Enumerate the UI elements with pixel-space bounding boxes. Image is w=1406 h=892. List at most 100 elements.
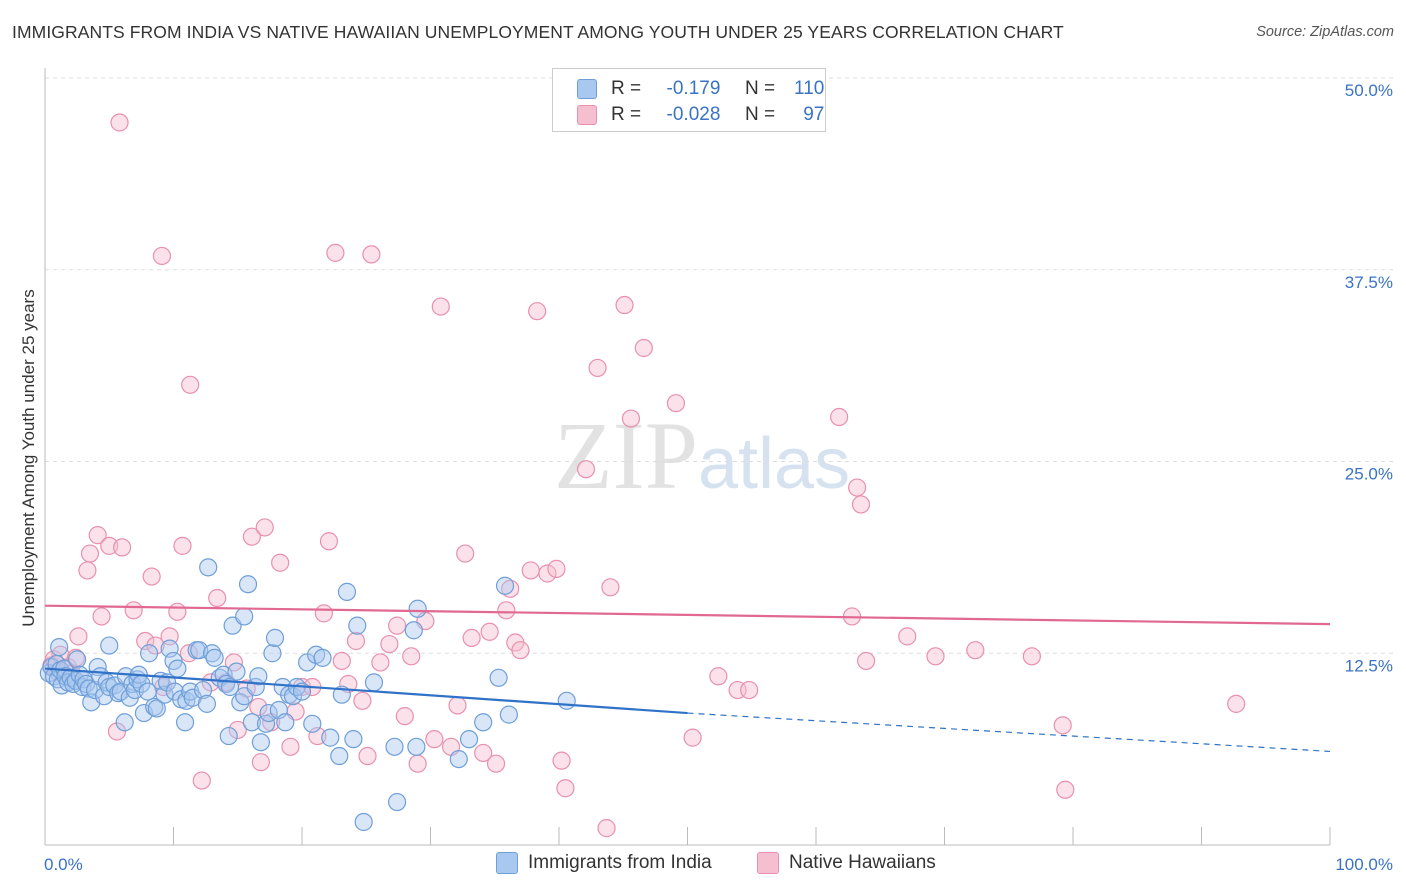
- hawaii-point: [521, 561, 540, 580]
- india-point: [276, 713, 295, 732]
- india-point: [385, 737, 404, 756]
- india-legend-label: Immigrants from India: [528, 852, 712, 873]
- hawaii-point: [462, 628, 481, 648]
- hawaii-point: [898, 627, 917, 646]
- hawaii-point: [1022, 647, 1041, 666]
- india-point: [303, 714, 322, 733]
- hawaii-point: [395, 707, 414, 726]
- hawaii-point: [552, 751, 571, 770]
- india-trend-extension: [687, 712, 1331, 753]
- hawaii-legend-label: Native Hawaiians: [789, 852, 936, 873]
- hawaii-point: [456, 544, 475, 563]
- hawaii-point: [281, 737, 300, 756]
- hawaii-point: [326, 243, 345, 262]
- hawaii-point: [547, 559, 566, 578]
- india-r-value: -0.179: [666, 78, 721, 99]
- hawaii-point: [332, 651, 351, 671]
- india-point: [459, 730, 479, 749]
- hawaii-point: [848, 478, 867, 497]
- hawaii-point: [926, 647, 945, 666]
- india-point: [259, 703, 278, 723]
- india-point: [100, 636, 119, 655]
- india-point: [79, 679, 98, 698]
- india-n-label: N =: [744, 78, 776, 99]
- hawaii-point: [966, 641, 985, 660]
- hawaii-point: [857, 651, 876, 671]
- india-point: [499, 705, 518, 724]
- india-point: [219, 726, 238, 746]
- hawaii-point: [425, 730, 444, 749]
- y-tick-label: 12.5%: [1345, 656, 1393, 675]
- india-point: [348, 616, 367, 635]
- hawaii-point: [486, 754, 506, 773]
- india-point: [404, 621, 423, 640]
- series-immigrants-from-india: [39, 558, 576, 832]
- hawaii-point: [353, 691, 372, 710]
- india-swatch: [577, 79, 597, 99]
- gridlines: [45, 77, 1395, 654]
- india-point: [337, 582, 357, 601]
- india-point: [449, 749, 468, 769]
- india-point: [197, 694, 217, 713]
- hawaii-point: [408, 754, 427, 773]
- hawaii-point: [80, 544, 100, 563]
- india-point: [321, 728, 340, 747]
- hawaii-point: [709, 667, 728, 686]
- hawaii-point: [634, 338, 653, 358]
- india-point: [235, 607, 254, 626]
- hawaii-point: [511, 641, 530, 660]
- y-tick-label: 25.0%: [1345, 465, 1393, 484]
- india-point: [489, 668, 508, 687]
- india-point: [495, 576, 515, 595]
- india-point: [115, 713, 134, 732]
- correlation-legend: R = -0.179 N = 110 R = -0.028 N = 97: [552, 68, 826, 132]
- hawaii-point: [192, 771, 211, 790]
- hawaii-point: [242, 527, 261, 546]
- india-point: [263, 644, 282, 663]
- india-point: [407, 737, 426, 756]
- hawaii-point: [371, 653, 390, 672]
- hawaii-point: [124, 601, 143, 620]
- india-point: [251, 733, 270, 752]
- hawaii-point: [314, 604, 333, 623]
- india-point: [474, 713, 493, 732]
- hawaii-point: [92, 607, 111, 626]
- hawaii-n-label: N =: [744, 104, 776, 125]
- hawaii-point: [1227, 694, 1246, 713]
- hawaii-point: [740, 680, 759, 700]
- hawaii-legend-swatch: [757, 852, 779, 874]
- india-point: [354, 812, 373, 832]
- watermark: ZIPatlas: [554, 400, 850, 511]
- india-point: [344, 730, 363, 749]
- tick-labels: 12.5% 25.0% 37.5% 50.0% 0.0% 100.0%: [44, 81, 1393, 874]
- trend-lines: [44, 604, 1331, 753]
- hawaii-point: [474, 743, 493, 763]
- hawaii-point: [528, 302, 547, 321]
- hawaii-point: [168, 602, 187, 621]
- y-axis-label: Unemployment Among Youth under 25 years: [19, 289, 38, 626]
- hawaii-point: [249, 697, 268, 717]
- india-point: [408, 599, 427, 618]
- hawaii-point: [112, 538, 132, 557]
- india-point: [205, 648, 224, 667]
- india-point: [68, 650, 87, 669]
- india-trend-line: [44, 667, 688, 715]
- hawaii-point: [78, 561, 97, 580]
- india-point: [557, 691, 576, 710]
- india-point: [387, 792, 407, 812]
- hawaii-point: [683, 728, 702, 747]
- y-tick-label: 50.0%: [1345, 81, 1393, 100]
- india-point: [199, 558, 218, 577]
- hawaii-point: [362, 245, 381, 264]
- india-point: [193, 680, 213, 700]
- hawaii-point: [110, 113, 129, 132]
- india-point: [50, 638, 69, 657]
- india-point: [139, 644, 159, 663]
- hawaii-point: [431, 297, 450, 316]
- india-point: [265, 628, 285, 648]
- watermark-atlas: atlas: [698, 424, 851, 504]
- india-point: [256, 714, 276, 733]
- india-point: [364, 673, 384, 692]
- hawaii-point: [448, 696, 467, 715]
- hawaii-point: [142, 567, 161, 586]
